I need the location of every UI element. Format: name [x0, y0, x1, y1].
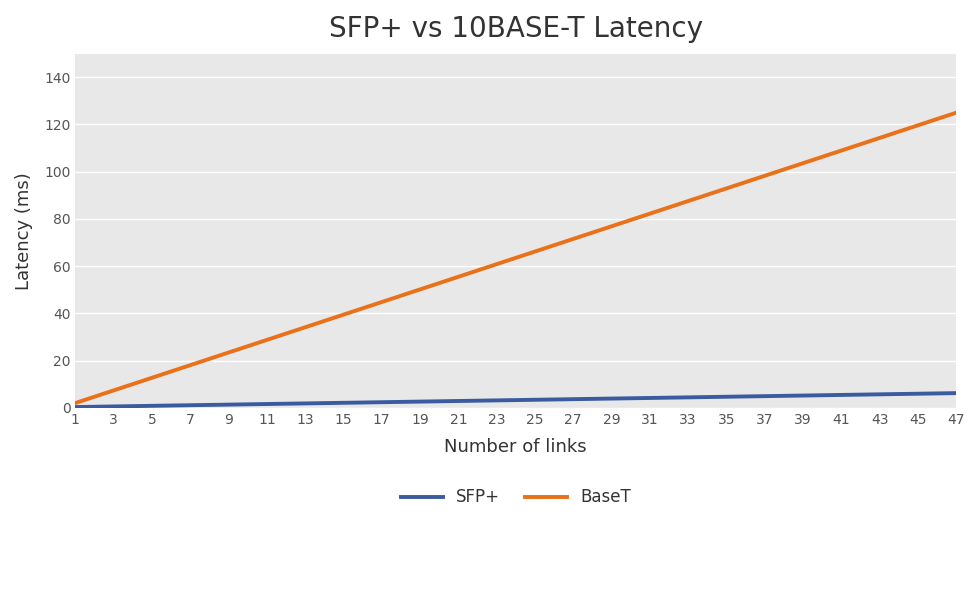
BaseT [759, 172, 770, 179]
BaseT [222, 349, 234, 356]
SFP+ [453, 398, 465, 405]
SFP+ [529, 396, 541, 403]
BaseT [720, 185, 732, 192]
BaseT [415, 286, 426, 293]
SFP+ [836, 392, 848, 399]
SFP+ [912, 390, 924, 397]
SFP+ [108, 403, 120, 410]
SFP+ [797, 392, 808, 399]
SFP+ [415, 398, 426, 405]
Legend: SFP+, BaseT: SFP+, BaseT [394, 481, 637, 513]
BaseT [567, 236, 579, 243]
SFP+ [682, 394, 694, 401]
SFP+ [951, 389, 962, 396]
BaseT [682, 197, 694, 204]
BaseT [146, 374, 158, 381]
BaseT [797, 160, 808, 167]
SFP+ [146, 402, 158, 409]
BaseT [376, 299, 388, 306]
BaseT [529, 248, 541, 255]
SFP+ [261, 401, 272, 408]
BaseT [836, 147, 848, 154]
BaseT [108, 387, 120, 394]
SFP+ [491, 397, 503, 404]
SFP+ [376, 399, 388, 406]
BaseT [606, 223, 617, 230]
Y-axis label: Latency (ms): Latency (ms) [15, 172, 33, 290]
BaseT [912, 122, 924, 129]
BaseT [491, 261, 503, 268]
BaseT [644, 210, 656, 217]
SFP+ [70, 403, 81, 411]
SFP+ [644, 395, 656, 402]
SFP+ [184, 402, 196, 409]
BaseT [951, 109, 962, 116]
BaseT [337, 311, 349, 318]
SFP+ [337, 399, 349, 406]
SFP+ [222, 401, 234, 408]
BaseT [453, 273, 465, 280]
BaseT [184, 362, 196, 369]
SFP+ [606, 395, 617, 402]
SFP+ [299, 400, 311, 407]
BaseT [70, 399, 81, 406]
SFP+ [874, 391, 886, 398]
Line: SFP+: SFP+ [75, 393, 956, 407]
BaseT [261, 336, 272, 343]
X-axis label: Number of links: Number of links [445, 438, 587, 456]
SFP+ [759, 393, 770, 400]
SFP+ [567, 396, 579, 403]
BaseT [874, 134, 886, 141]
Title: SFP+ vs 10BASE-T Latency: SFP+ vs 10BASE-T Latency [329, 15, 703, 43]
Line: BaseT: BaseT [75, 112, 956, 403]
BaseT [299, 324, 311, 331]
SFP+ [720, 393, 732, 401]
